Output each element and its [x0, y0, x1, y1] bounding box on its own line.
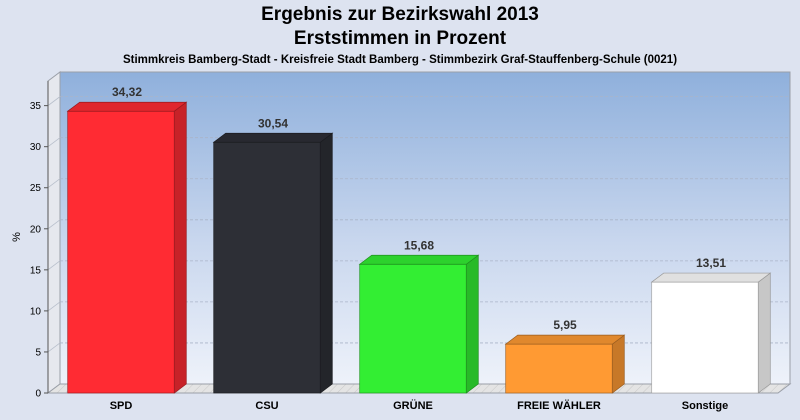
x-tick-label: FREIE WÄHLER — [517, 399, 601, 412]
gridline-side — [47, 219, 61, 230]
y-tick-label: 30 — [30, 142, 42, 153]
gridline-side — [47, 178, 61, 189]
bar-side — [173, 101, 187, 394]
x-tick-label: CSU — [255, 400, 278, 412]
bar-side — [611, 334, 625, 394]
gridline-side — [47, 301, 61, 312]
bar: 30,54 — [212, 116, 334, 394]
bar-value-label: 30,54 — [258, 116, 288, 130]
y-tick-label: 5 — [35, 347, 41, 358]
gridline-side — [47, 342, 61, 353]
bar-front — [505, 343, 613, 394]
chart-caption: Stimmkreis Bamberg-Stadt - Kreisfreie St… — [122, 54, 678, 66]
bar-side — [465, 254, 479, 394]
bar-front — [359, 263, 467, 394]
bar-top — [650, 272, 772, 283]
gridline-side — [47, 137, 61, 148]
bar-side — [757, 272, 771, 394]
gridline-side — [47, 260, 61, 271]
x-tick-label: GRÜNE — [393, 399, 433, 412]
bar: 15,68 — [358, 238, 480, 394]
bar-top — [212, 132, 334, 143]
bar-value-label: 5,95 — [553, 318, 577, 332]
bar-side — [319, 132, 333, 394]
chart-title: Ergebnis zur Bezirkswahl 2013 — [261, 4, 539, 25]
bar-front — [651, 281, 759, 394]
bar-value-label: 34,32 — [112, 85, 142, 99]
bar-top — [66, 101, 188, 112]
bar-value-label: 13,51 — [696, 256, 726, 270]
y-axis-label: % — [11, 232, 23, 242]
chart-subtitle: Erststimmen in Prozent — [293, 28, 507, 49]
x-tick-label: Sonstige — [682, 400, 728, 412]
x-tick-label: SPD — [110, 400, 133, 412]
bar: 34,32 — [66, 85, 188, 394]
bar-front — [67, 110, 175, 394]
bar-front — [213, 141, 321, 394]
plot-side-wall — [47, 71, 61, 394]
y-tick-label: 25 — [30, 183, 42, 194]
y-tick-label: 10 — [30, 306, 42, 317]
bar: 13,51 — [650, 256, 772, 394]
y-tick-label: 20 — [30, 224, 42, 235]
gridline-side — [47, 96, 61, 106]
y-tick-label: 15 — [30, 265, 42, 276]
bar-top — [504, 334, 626, 345]
y-tick-label: 35 — [30, 101, 42, 112]
y-tick-label: 0 — [35, 389, 41, 400]
bar-top — [358, 254, 480, 265]
bar-value-label: 15,68 — [404, 238, 434, 252]
bar: 5,95 — [504, 318, 626, 394]
